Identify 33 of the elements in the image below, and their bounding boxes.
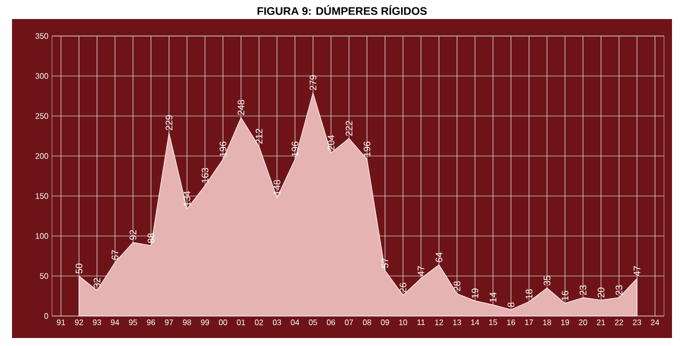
data-label: 47 <box>418 266 424 276</box>
data-label: 64 <box>436 252 442 262</box>
data-label: 50 <box>76 264 82 274</box>
data-label: 196 <box>220 142 226 156</box>
data-label: 35 <box>544 276 550 286</box>
data-label: 222 <box>346 120 352 136</box>
data-label: 204 <box>328 135 334 150</box>
data-label: 18 <box>526 289 532 299</box>
data-label: 20 <box>598 288 604 298</box>
data-label: 57 <box>382 258 388 268</box>
data-label: 196 <box>364 142 370 156</box>
data-label: 92 <box>130 230 136 240</box>
data-label: 47 <box>634 266 640 276</box>
data-label: 14 <box>490 292 496 302</box>
data-label: 279 <box>310 75 316 90</box>
data-label: 32 <box>94 278 100 288</box>
data-label: 26 <box>400 282 406 293</box>
data-label: 16 <box>562 290 568 300</box>
data-label: 19 <box>472 288 478 298</box>
data-label: 212 <box>256 128 262 144</box>
data-label: 248 <box>238 100 244 115</box>
chart-title: FIGURA 9: DÚMPERES RÍGIDOS <box>258 5 427 15</box>
data-label: 163 <box>202 168 208 183</box>
data-label: 88 <box>148 233 154 243</box>
data-label: 23 <box>580 285 586 295</box>
data-label: 23 <box>616 285 622 295</box>
data-label: 134 <box>184 191 190 206</box>
data-label: 229 <box>166 115 172 130</box>
data-label: 196 <box>292 142 298 156</box>
data-label: 8 <box>508 302 514 307</box>
data-label: 67 <box>112 250 118 260</box>
data-label: 148 <box>274 180 280 195</box>
data-label: 28 <box>454 281 460 291</box>
